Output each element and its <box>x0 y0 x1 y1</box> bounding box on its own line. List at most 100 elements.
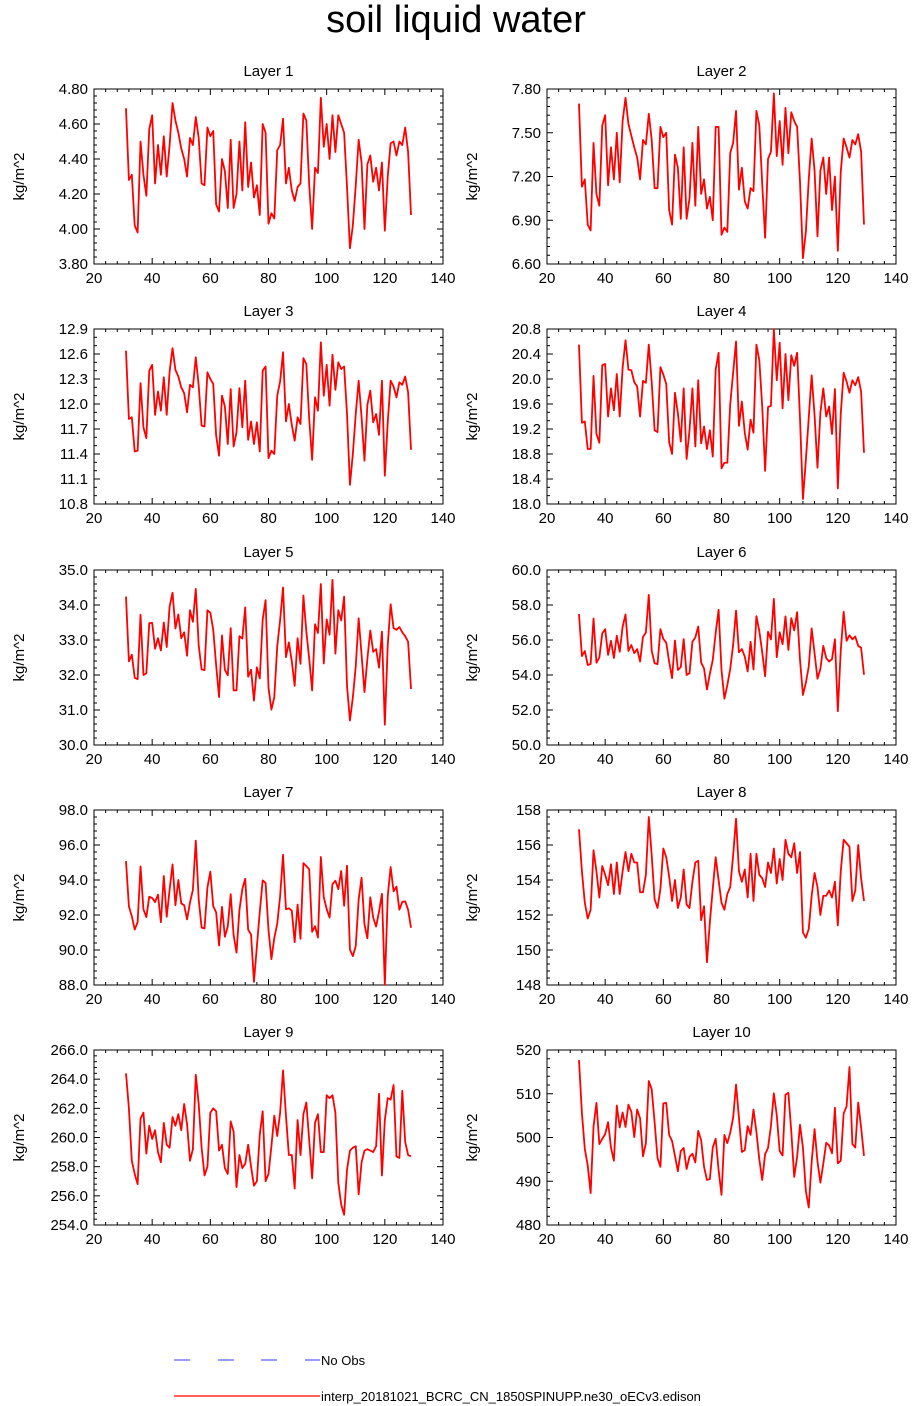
chart-title: Layer 8 <box>696 784 746 801</box>
y-tick-label: 19.2 <box>512 421 541 438</box>
y-tick-label: 35.0 <box>59 562 88 579</box>
x-tick-label: 80 <box>713 1231 730 1248</box>
x-tick-label: 140 <box>883 1231 908 1248</box>
y-tick-label: 94.0 <box>59 872 88 889</box>
x-tick-label: 140 <box>430 270 455 287</box>
x-tick-label: 80 <box>260 991 277 1008</box>
x-tick-label: 60 <box>655 751 672 768</box>
y-tick-label: 90.0 <box>59 942 88 959</box>
x-tick-label: 40 <box>144 751 161 768</box>
y-tick-label: 152 <box>516 907 541 924</box>
x-tick-label: 100 <box>314 270 339 287</box>
plot-frame <box>93 569 444 746</box>
chart-title: Layer 10 <box>692 1024 750 1041</box>
x-tick-label: 120 <box>372 991 397 1008</box>
y-tick-label: 18.4 <box>512 471 541 488</box>
x-tick-label: 100 <box>314 1231 339 1248</box>
y-tick-label: 6.60 <box>512 256 541 273</box>
chart-title: Layer 6 <box>696 544 746 561</box>
y-tick-label: 54.0 <box>512 667 541 684</box>
plot-frame <box>93 809 444 986</box>
y-tick-label: 19.6 <box>512 396 541 413</box>
x-tick-label: 140 <box>883 751 908 768</box>
y-axis-label: kg/m^2 <box>464 153 481 201</box>
y-tick-label: 56.0 <box>512 632 541 649</box>
x-tick-label: 40 <box>597 270 614 287</box>
chart-title: Layer 5 <box>243 544 293 561</box>
y-tick-label: 12.6 <box>59 346 88 363</box>
x-tick-label: 120 <box>825 1231 850 1248</box>
y-axis-label: kg/m^2 <box>11 1114 28 1162</box>
y-tick-label: 18.8 <box>512 446 541 463</box>
x-tick-label: 40 <box>144 270 161 287</box>
x-tick-label: 140 <box>883 270 908 287</box>
y-axis-label: kg/m^2 <box>11 393 28 441</box>
y-axis-label: kg/m^2 <box>464 393 481 441</box>
x-tick-label: 80 <box>713 991 730 1008</box>
y-tick-label: 3.80 <box>59 256 88 273</box>
y-tick-label: 10.8 <box>59 496 88 513</box>
series-line-model <box>125 96 412 250</box>
chart-layer-7: Layer 7 kg/m^2 20 40 60 80 100 120 140 88.0 90.0 92… <box>11 784 456 1008</box>
x-tick-label: 140 <box>883 510 908 527</box>
y-tick-label: 11.1 <box>60 471 88 488</box>
x-tick-label: 80 <box>260 1231 277 1248</box>
chart-layer-6: Layer 6 kg/m^2 20 40 60 80 100 120 140 50.0 52.0 54… <box>464 544 909 768</box>
x-tick-label: 140 <box>430 510 455 527</box>
y-tick-label: 4.80 <box>59 81 88 98</box>
chart-title: Layer 1 <box>243 63 293 80</box>
x-tick-label: 20 <box>539 991 556 1008</box>
x-tick-label: 140 <box>430 1231 455 1248</box>
y-tick-label: 12.3 <box>59 371 88 388</box>
x-tick-label: 80 <box>260 510 277 527</box>
x-tick-label: 20 <box>86 1231 103 1248</box>
chart-layer-2: Layer 2 kg/m^2 20 40 60 80 100 120 140 6.60 6.90 7.… <box>464 63 909 287</box>
x-tick-label: 60 <box>202 270 219 287</box>
x-tick-label: 80 <box>713 510 730 527</box>
y-tick-label: 480 <box>516 1217 541 1234</box>
y-tick-label: 31.0 <box>59 702 88 719</box>
y-tick-label: 20.4 <box>512 346 541 363</box>
x-tick-label: 100 <box>767 991 792 1008</box>
x-tick-label: 100 <box>314 510 339 527</box>
x-tick-label: 100 <box>767 510 792 527</box>
x-tick-label: 20 <box>86 270 103 287</box>
y-tick-label: 4.20 <box>59 186 88 203</box>
x-tick-label: 80 <box>260 751 277 768</box>
plot-frame <box>546 88 897 265</box>
x-tick-label: 120 <box>372 510 397 527</box>
series-line-model <box>578 328 865 500</box>
series-line-model <box>578 92 865 260</box>
series-line-model <box>125 341 412 486</box>
x-tick-label: 120 <box>825 991 850 1008</box>
y-tick-label: 490 <box>516 1173 541 1190</box>
chart-layer-5: Layer 5 kg/m^2 20 40 60 80 100 120 140 30.0 31.0 32… <box>11 544 456 768</box>
y-tick-label: 500 <box>516 1130 541 1147</box>
x-tick-label: 100 <box>767 1231 792 1248</box>
y-tick-label: 150 <box>516 942 541 959</box>
series-line-model <box>125 839 412 986</box>
x-tick-label: 100 <box>314 991 339 1008</box>
x-tick-label: 60 <box>655 510 672 527</box>
y-tick-label: 7.20 <box>512 169 541 186</box>
x-tick-label: 60 <box>655 1231 672 1248</box>
chart-layer-10: Layer 10 kg/m^2 20 40 60 80 100 120 140 480 490 500… <box>464 1024 909 1248</box>
series-line-model <box>578 593 865 713</box>
y-tick-label: 50.0 <box>512 737 541 754</box>
y-tick-label: 98.0 <box>59 802 88 819</box>
x-tick-label: 60 <box>202 751 219 768</box>
y-tick-label: 12.0 <box>59 396 88 413</box>
chart-title: Layer 2 <box>696 63 746 80</box>
y-tick-label: 11.7 <box>60 421 88 438</box>
series-line-model <box>578 1060 865 1209</box>
y-tick-label: 7.50 <box>512 125 541 142</box>
y-tick-label: 52.0 <box>512 702 541 719</box>
y-tick-label: 18.0 <box>512 496 541 513</box>
y-tick-label: 266.0 <box>50 1042 88 1059</box>
y-axis-label: kg/m^2 <box>464 1114 481 1162</box>
y-tick-label: 254.0 <box>50 1217 88 1234</box>
y-tick-label: 4.00 <box>59 221 88 238</box>
figure-title: soil liquid water <box>326 0 586 41</box>
plot-frame <box>546 328 897 505</box>
x-tick-label: 60 <box>202 991 219 1008</box>
